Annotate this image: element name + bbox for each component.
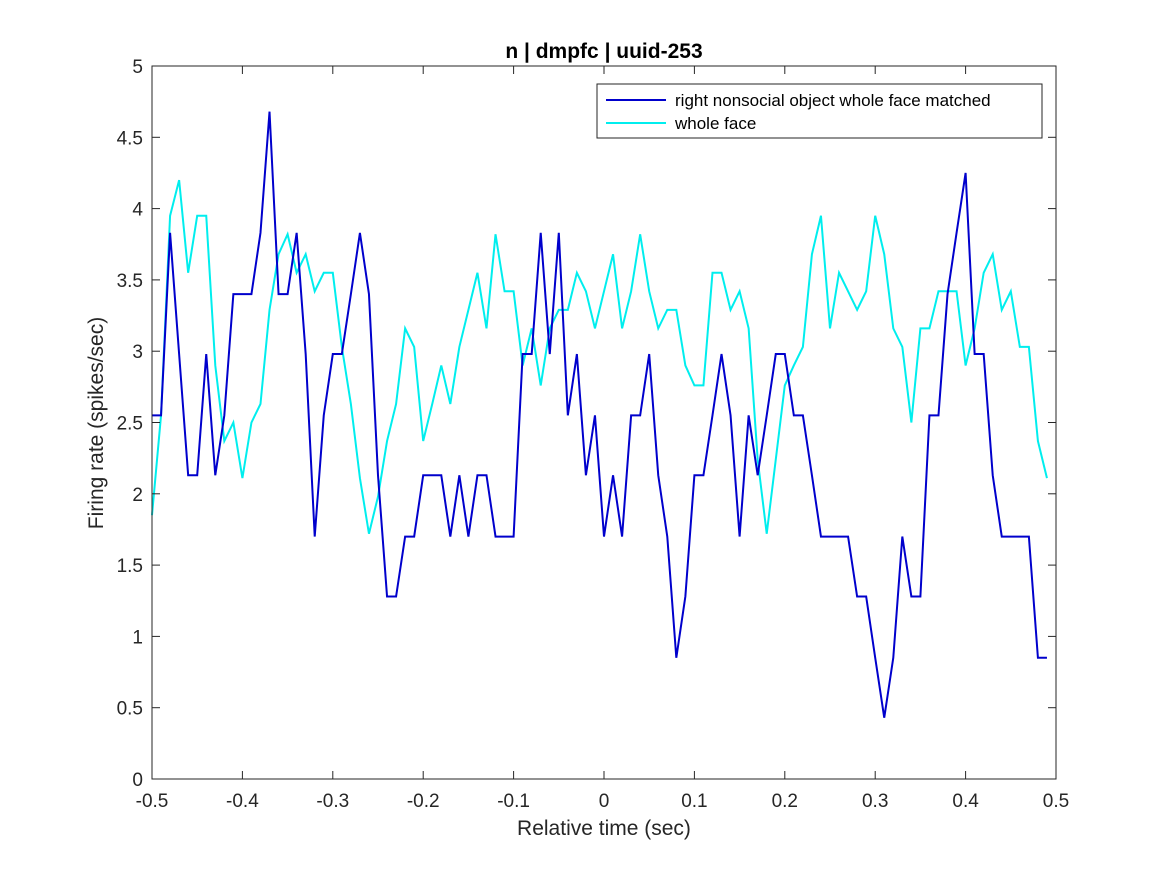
x-tick-label: 0.1 <box>681 791 707 812</box>
y-tick-label: 3.5 <box>117 271 143 292</box>
x-tick-label: -0.4 <box>226 791 259 812</box>
x-axis-label: Relative time (sec) <box>517 817 691 840</box>
y-tick-label: 5 <box>132 57 143 78</box>
y-tick-label: 0.5 <box>117 699 143 720</box>
y-tick-label: 1.5 <box>117 556 143 577</box>
x-tick-label: -0.1 <box>497 791 530 812</box>
x-tick-label: -0.2 <box>407 791 440 812</box>
series-layer <box>151 111 1048 718</box>
series-line-right-nonsocial-object <box>152 111 1047 718</box>
y-tick-label: 1 <box>132 627 143 648</box>
tick-layer: -0.5 -0.4 -0.3 -0.2 -0.1 0 0.1 0.2 0.3 0.4 0.5 0 0.5… <box>117 57 1070 812</box>
legend: right nonsocial object whole face matche… <box>596 83 1043 139</box>
legend-box <box>596 83 1043 139</box>
y-tick-label: 2.5 <box>117 414 143 435</box>
y-tick-label: 2 <box>132 485 143 506</box>
x-tick-label: -0.5 <box>136 791 169 812</box>
plot-area <box>152 66 1056 779</box>
series-line-whole-face <box>151 179 1048 534</box>
x-tick-label: -0.3 <box>316 791 349 812</box>
y-tick-label: 4.5 <box>117 128 143 149</box>
x-tick-label: 0.2 <box>772 791 798 812</box>
x-tick-label: 0.4 <box>952 791 979 812</box>
legend-label-right-nonsocial-object: right nonsocial object whole face matche… <box>675 91 991 110</box>
y-axis-label: Firing rate (spikes/sec) <box>85 317 108 529</box>
y-tick-label: 3 <box>132 342 143 363</box>
y-tick-label: 0 <box>132 770 143 791</box>
legend-label-whole-face: whole face <box>674 114 756 133</box>
x-tick-label: 0.3 <box>862 791 888 812</box>
chart-title: n | dmpfc | uuid-253 <box>505 40 702 63</box>
y-tick-label: 4 <box>132 200 143 221</box>
x-tick-label: 0.5 <box>1043 791 1069 812</box>
x-tick-label: 0 <box>599 791 610 812</box>
